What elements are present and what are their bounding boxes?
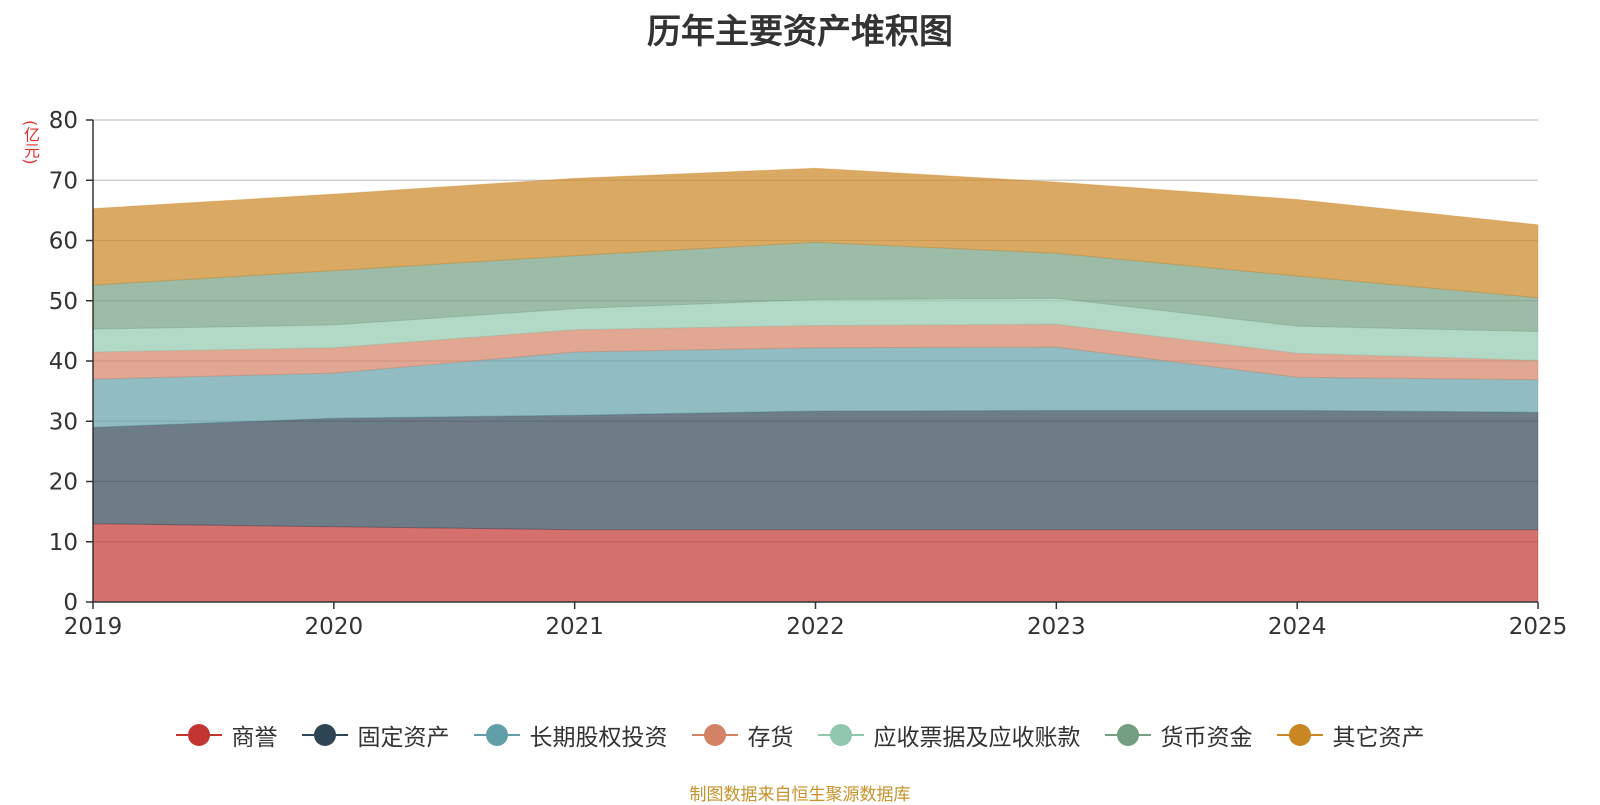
y-tick-label-60: 60 xyxy=(49,229,78,255)
legend-label: 其它资产 xyxy=(1332,725,1425,751)
legend-item-5[interactable]: 货币资金 xyxy=(1104,718,1253,752)
axes xyxy=(86,119,1539,609)
y-tick-label-0: 0 xyxy=(63,590,78,616)
legend-label: 长期股权投资 xyxy=(529,725,668,751)
legend-marker-icon xyxy=(301,723,348,747)
legend-item-0[interactable]: 商誉 xyxy=(175,718,278,752)
x-tick-label-2021: 2021 xyxy=(545,614,604,640)
y-tick-label-50: 50 xyxy=(49,289,78,315)
legend-marker-icon xyxy=(1104,723,1151,747)
area-series-1 xyxy=(92,409,1539,531)
y-tick-label-20: 20 xyxy=(49,470,78,496)
legend-item-6[interactable]: 其它资产 xyxy=(1276,718,1425,752)
area-series-0 xyxy=(92,523,1539,603)
stacked-area-chart: 0 10 20 30 40 50 60 70 80 2019 2020 2021 2022 2023 202… xyxy=(49,108,1568,640)
legend-label: 存货 xyxy=(747,725,794,751)
x-tick-label-2024: 2024 xyxy=(1268,614,1327,640)
area-series-group xyxy=(92,167,1539,603)
x-tick-label-2019: 2019 xyxy=(64,614,123,640)
legend-item-3[interactable]: 存货 xyxy=(691,718,794,752)
legend-label: 固定资产 xyxy=(357,725,450,751)
area-series-4 xyxy=(92,297,1539,361)
y-tick-label-70: 70 xyxy=(49,168,78,194)
legend-label: 应收票据及应收账款 xyxy=(873,725,1081,751)
legend: 商誉 固定资产 长期股权投资 存货 应收票据及应收账款 货币资金 其它资产 xyxy=(0,718,1600,752)
source-note: 制图数据来自恒生聚源数据库 xyxy=(689,785,911,805)
legend-marker-icon xyxy=(1276,723,1323,747)
legend-item-1[interactable]: 固定资产 xyxy=(301,718,450,752)
legend-marker-icon xyxy=(175,723,222,747)
y-tick-label-10: 10 xyxy=(49,530,78,556)
x-tick-label-2025: 2025 xyxy=(1509,614,1568,640)
y-tick-label-80: 80 xyxy=(49,108,78,134)
area-series-6 xyxy=(92,167,1539,299)
area-series-2 xyxy=(92,346,1539,428)
x-tick-label-2023: 2023 xyxy=(1027,614,1086,640)
y-tick-label-40: 40 xyxy=(49,349,78,375)
legend-item-2[interactable]: 长期股权投资 xyxy=(473,718,668,752)
chart-title: 历年主要资产堆积图 xyxy=(647,12,953,52)
y-axis-unit-label: (亿元) xyxy=(21,120,40,165)
x-tick-label-2022: 2022 xyxy=(786,614,845,640)
legend-label: 货币资金 xyxy=(1160,725,1253,751)
legend-marker-icon xyxy=(817,723,864,747)
tick-labels: 0 10 20 30 40 50 60 70 80 2019 2020 2021 2022 2023 202… xyxy=(49,108,1568,640)
x-tick-label-2020: 2020 xyxy=(305,614,364,640)
legend-item-4[interactable]: 应收票据及应收账款 xyxy=(817,718,1081,752)
legend-label: 商誉 xyxy=(231,725,278,751)
legend-marker-icon xyxy=(691,723,738,747)
legend-marker-icon xyxy=(473,723,520,747)
y-tick-label-30: 30 xyxy=(49,409,78,435)
